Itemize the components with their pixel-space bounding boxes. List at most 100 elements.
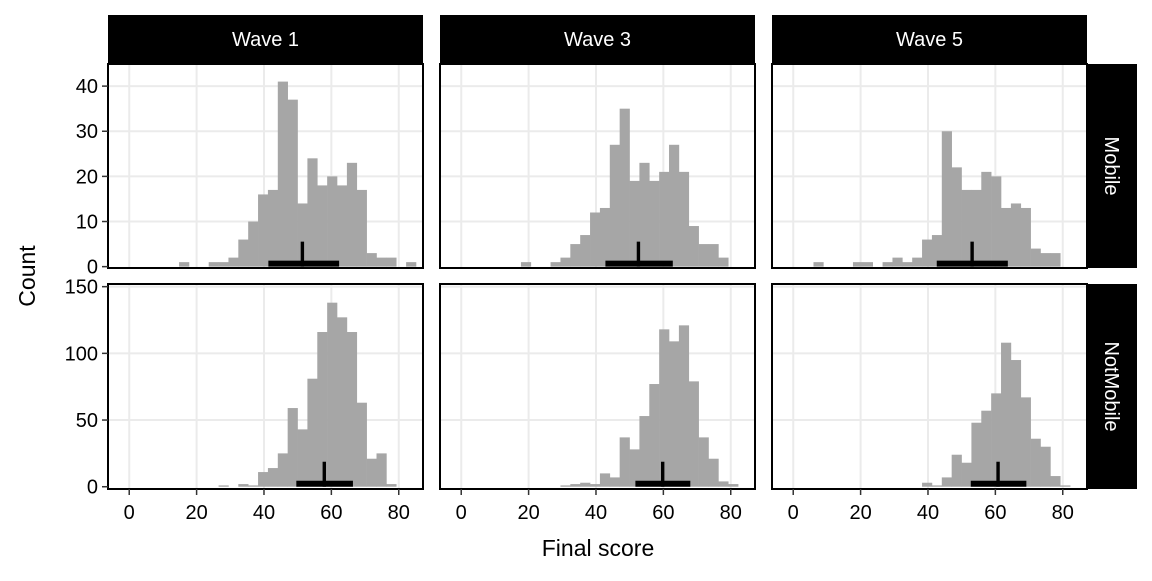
histogram-bar — [218, 485, 229, 487]
histogram-bar — [248, 221, 259, 267]
histogram-bar — [669, 144, 680, 267]
mean-marker — [300, 241, 305, 267]
histogram-bar — [708, 458, 719, 487]
histogram-bar — [659, 329, 670, 487]
histogram-bar — [580, 482, 591, 487]
histogram-bar — [619, 108, 630, 267]
histogram-bar — [708, 244, 719, 267]
histogram-bar — [317, 332, 328, 487]
histogram-bar — [267, 189, 279, 267]
histogram-bar — [346, 162, 358, 267]
histogram-bar — [882, 262, 893, 267]
histogram-bar — [991, 176, 1002, 267]
histogram-bar — [728, 484, 739, 487]
histogram-bar — [179, 262, 190, 267]
x-tick-label: 60 — [652, 502, 674, 524]
panels — [107, 63, 1088, 490]
histogram-bar — [337, 185, 348, 267]
histogram-bar — [931, 485, 943, 487]
y-axis-title: Count — [14, 245, 40, 307]
histogram-bar — [698, 437, 709, 487]
y-tick-label: 150 — [65, 277, 98, 299]
panel-wave-1-mobile — [107, 63, 424, 269]
histogram-bar — [366, 458, 377, 487]
histogram-bar — [238, 239, 249, 267]
histogram-bar — [892, 257, 903, 267]
histogram-bar — [228, 257, 239, 267]
x-tick-label: 40 — [917, 502, 939, 524]
column-strip — [440, 15, 755, 63]
histogram-bar — [922, 482, 933, 487]
histogram-bar — [922, 239, 933, 267]
histogram-bar — [386, 484, 397, 487]
x-tick-label: 60 — [320, 502, 342, 524]
mean-marker — [322, 461, 326, 487]
panel-wave-1-notmobile — [107, 283, 424, 490]
histogram-bar — [688, 226, 699, 267]
x-tick-label: 40 — [585, 502, 607, 524]
panel-wave-3-mobile — [439, 63, 756, 269]
histogram-bar — [297, 203, 308, 267]
x-tick-label: 0 — [788, 502, 799, 524]
histogram-bar — [718, 257, 729, 267]
histogram-bar — [981, 410, 992, 487]
histogram-bar — [649, 180, 660, 267]
panel-border — [439, 283, 756, 490]
histogram-bar — [649, 384, 660, 487]
y-tick-label: 0 — [87, 257, 98, 279]
histogram-bar — [590, 484, 601, 487]
histogram-bar — [1030, 438, 1041, 487]
histogram-bar — [1010, 360, 1022, 487]
histogram-bar — [599, 473, 611, 487]
histogram-bar — [912, 257, 923, 267]
x-tick-label: 20 — [185, 502, 207, 524]
histogram-bar — [1050, 476, 1061, 487]
histogram-bar — [307, 378, 318, 487]
histogram-bar — [599, 207, 611, 267]
histogram-bar — [277, 453, 288, 487]
histogram-bar — [317, 185, 328, 267]
histogram-bar — [971, 422, 982, 487]
histogram-bar — [327, 302, 338, 487]
y-tick-label: 20 — [76, 166, 98, 188]
mean-marker — [970, 241, 974, 267]
histogram-bar — [346, 332, 358, 487]
histogram-bar — [356, 402, 367, 487]
y-tick-label: 50 — [76, 410, 98, 432]
histogram-bar — [248, 485, 259, 487]
histogram-bar — [560, 485, 571, 487]
mean-marker — [636, 241, 641, 267]
histogram-bar — [277, 81, 288, 267]
histogram-bar — [1010, 203, 1022, 267]
x-tick-label: 80 — [388, 502, 410, 524]
histogram-bar — [560, 257, 571, 267]
mean-marker — [660, 461, 665, 487]
histogram-bar — [520, 262, 532, 267]
histogram-bar — [1060, 485, 1071, 487]
x-tick-label: 20 — [849, 502, 871, 524]
row-strip — [1088, 64, 1137, 268]
histogram-bar — [931, 235, 943, 267]
histogram-bar — [981, 171, 992, 267]
histogram-bar — [629, 180, 640, 267]
panel-border — [771, 63, 1088, 269]
histogram-bar — [570, 244, 581, 267]
panel-wave-5-notmobile — [771, 283, 1088, 490]
histogram-bar — [951, 454, 962, 487]
x-tick-label: 0 — [456, 502, 467, 524]
histogram-bar — [609, 477, 620, 487]
y-tick-label: 10 — [76, 212, 98, 234]
facet-strips: Wave 1 Wave 3 Wave 5 Mobile NotMobile — [108, 15, 1137, 489]
histogram-bar — [639, 162, 650, 267]
histogram-bar — [570, 484, 581, 487]
histogram-bar — [1020, 207, 1031, 267]
histogram-bar — [1050, 253, 1061, 267]
histogram-bar — [1040, 446, 1051, 487]
histogram-bar — [629, 449, 640, 487]
row-strip-label: NotMobile — [1100, 341, 1122, 431]
histogram-bar — [218, 262, 229, 267]
histogram-bar — [688, 381, 699, 487]
histogram-bar — [297, 429, 308, 487]
histogram-bar — [258, 194, 269, 267]
histogram-bar — [366, 253, 377, 267]
